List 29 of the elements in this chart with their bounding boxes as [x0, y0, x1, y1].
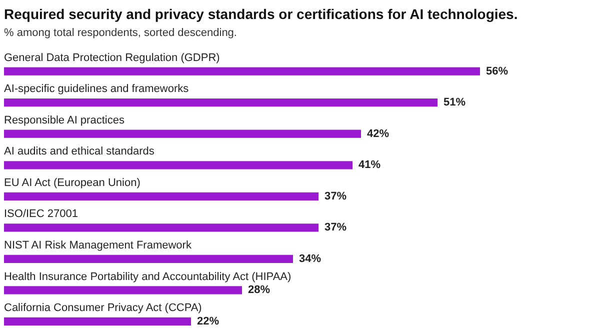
data-label: 41%	[358, 159, 381, 172]
bar	[4, 98, 438, 107]
y-tick-label: Health Insurance Portability and Accountability Act (HIPAA)	[4, 270, 292, 283]
data-label: 37%	[324, 222, 347, 234]
data-label: 28%	[248, 284, 270, 296]
bar	[4, 67, 480, 76]
data-label: 34%	[299, 252, 322, 265]
y-tick-label: ISO/IEC 27001	[4, 208, 78, 220]
chart-title: Required security and privacy standards or certifications for AI technologies.	[4, 6, 518, 22]
y-tick-label: Responsible AI practices	[4, 114, 125, 126]
data-label: 56%	[486, 65, 508, 78]
data-label: 51%	[444, 96, 466, 109]
bar	[4, 192, 318, 200]
data-label: 42%	[367, 128, 390, 140]
y-tick-label: NIST AI Risk Management Framework	[4, 240, 192, 252]
bar	[4, 130, 361, 138]
chart-subtitle: % among total respondents, sorted descending.	[4, 27, 237, 39]
bar	[4, 286, 242, 294]
bar	[4, 317, 191, 326]
y-tick-label: California Consumer Privacy Act (CCPA)	[4, 302, 202, 314]
bar	[4, 224, 318, 232]
y-tick-label: AI audits and ethical standards	[4, 146, 155, 158]
y-tick-label: AI-specific guidelines and frameworks	[4, 83, 190, 96]
bar	[4, 254, 293, 264]
data-label: 37%	[324, 190, 347, 202]
y-tick-label: General Data Protection Regulation (GDPR)	[4, 52, 220, 64]
bar	[4, 161, 352, 170]
y-tick-label: EU AI Act (European Union)	[4, 176, 140, 189]
data-label: 22%	[197, 315, 220, 328]
